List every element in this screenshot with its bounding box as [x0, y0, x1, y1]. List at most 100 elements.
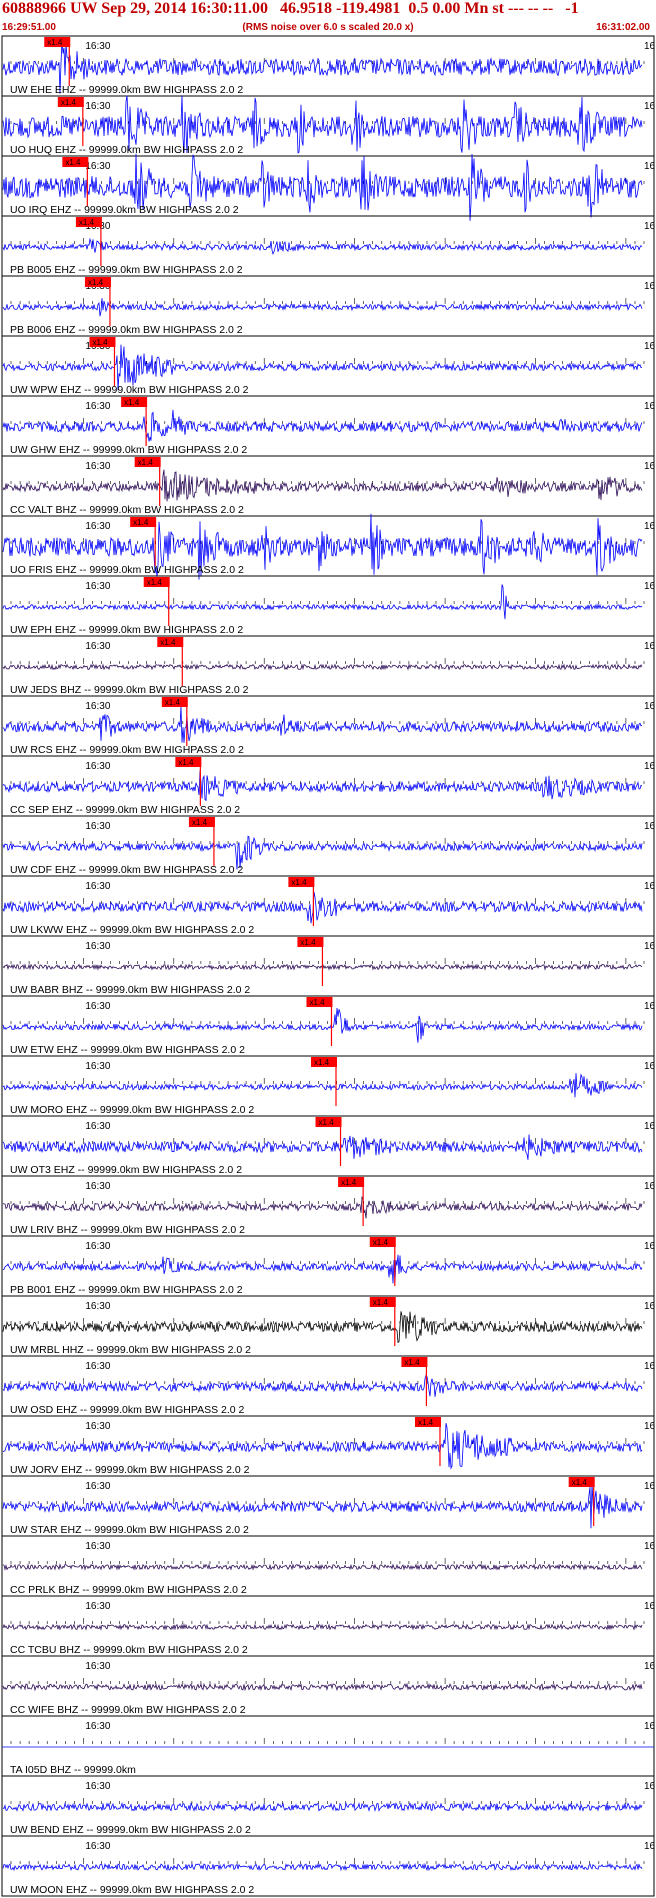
station-label: PB B006 EHZ -- 99999.0km BW HIGHPASS 2.0… — [10, 324, 243, 336]
minute-tick-label: 16:30 — [85, 1361, 110, 1372]
minute-tick-label: 16:30 — [85, 581, 110, 592]
time-ticks — [1, 1858, 645, 1864]
minute-tick-label: 16:30 — [85, 1121, 110, 1132]
pick-label: x1.4 — [341, 1178, 357, 1187]
time-ticks — [1, 598, 645, 604]
station-label: UW OSD EHZ -- 99999.0km BW HIGHPASS 2.0 … — [10, 1404, 245, 1416]
station-label: UW EPH EHZ -- 99999.0km BW HIGHPASS 2.0 … — [10, 624, 243, 636]
station-label: UW MRBL HHZ -- 99999.0km BW HIGHPASS 2.0… — [10, 1344, 251, 1356]
minute-tick-label: 16:30 — [85, 1061, 110, 1072]
pick-box — [44, 37, 71, 47]
station-label: UW OT3 EHZ -- 99999.0km BW HIGHPASS 2.0 … — [10, 1164, 242, 1176]
station-label: UW BABR BHZ -- 99999.0km BW HIGHPASS 2.0… — [10, 984, 250, 996]
time-ticks — [1, 898, 645, 904]
pick-box — [315, 1117, 342, 1127]
waveform — [2, 835, 643, 870]
station-label: UW LRIV BHZ -- 99999.0km BW HIGHPASS 2.0… — [10, 1224, 245, 1236]
right-edge-label: 16 — [644, 1241, 656, 1252]
station-label: UW JEDS BHZ -- 99999.0km BW HIGHPASS 2.0… — [10, 684, 249, 696]
pick-box — [134, 457, 161, 467]
right-edge-label: 16 — [644, 581, 656, 592]
waveform — [2, 1007, 643, 1043]
start-time: 16:29:51.00 — [2, 22, 56, 33]
pick-box — [188, 817, 215, 827]
station-label: UW MOON EHZ -- 99999.0km BW HIGHPASS 2.0… — [10, 1884, 254, 1896]
waveform — [2, 1862, 643, 1872]
time-ticks — [1, 58, 645, 64]
minute-tick-label: 16:30 — [85, 1241, 110, 1252]
pick-box — [311, 1057, 337, 1067]
pick-label: x1.4 — [138, 458, 154, 467]
station-label: UW WPW EHZ -- 99999.0km BW HIGHPASS 2.0 … — [10, 384, 249, 396]
time-ticks — [1, 1618, 645, 1624]
pick-label: x1.4 — [572, 1478, 588, 1487]
waveform — [2, 1801, 643, 1812]
right-edge-label: 16 — [644, 1061, 656, 1072]
minute-tick-label: 16:30 — [85, 161, 110, 172]
pick-label: x1.4 — [65, 158, 81, 167]
time-ticks — [1, 718, 645, 724]
station-label: CC VALT BHZ -- 99999.0km BW HIGHPASS 2.0… — [10, 504, 244, 516]
waveform — [2, 1195, 643, 1219]
minute-tick-label: 16:30 — [85, 101, 110, 112]
station-label: UO FRIS EHZ -- 99999.0km BW HIGHPASS 2.0… — [10, 564, 244, 576]
right-edge-label: 16 — [644, 1601, 656, 1612]
station-label: UW STAR EHZ -- 99999.0km BW HIGHPASS 2.0… — [10, 1524, 249, 1536]
minute-tick-label: 16:30 — [85, 1541, 110, 1552]
right-edge-label: 16 — [644, 101, 656, 112]
waveform — [2, 1563, 643, 1571]
time-ticks — [1, 778, 645, 784]
pick-label: x1.4 — [300, 938, 316, 947]
right-edge-label: 16 — [644, 881, 656, 892]
right-edge-label: 16 — [644, 1781, 656, 1792]
time-ticks — [1, 1138, 645, 1144]
pick-box — [161, 697, 188, 707]
pick-label: x1.4 — [192, 818, 208, 827]
pick-label: x1.4 — [61, 98, 77, 107]
pick-box — [568, 1477, 595, 1487]
station-label: UW JORV EHZ -- 99999.0km BW HIGHPASS 2.0… — [10, 1464, 250, 1476]
pick-box — [143, 577, 170, 587]
waveform — [2, 1623, 643, 1631]
pick-box — [297, 937, 324, 947]
right-edge-label: 16 — [644, 1541, 656, 1552]
right-edge-label: 16 — [644, 281, 656, 292]
pick-label: x1.4 — [92, 338, 108, 347]
pick-label: x1.4 — [373, 1238, 389, 1247]
station-label: UW BEND EHZ -- 99999.0km BW HIGHPASS 2.0… — [10, 1824, 251, 1836]
time-ticks — [1, 1678, 645, 1684]
end-time: 16:31:02.00 — [596, 22, 650, 33]
station-label: UW MORO EHZ -- 99999.0km BW HIGHPASS 2.0… — [10, 1104, 254, 1116]
time-ticks — [1, 1258, 645, 1264]
right-edge-label: 16 — [644, 641, 656, 652]
minute-tick-label: 16:30 — [85, 461, 110, 472]
waveform — [2, 1134, 643, 1160]
pick-label: x1.4 — [319, 1118, 335, 1127]
minute-tick-label: 16:30 — [85, 1301, 110, 1312]
pick-label: x1.4 — [165, 698, 181, 707]
minute-tick-label: 16:30 — [85, 521, 110, 532]
station-label: TA I05D BHZ -- 99999.0km — [10, 1764, 136, 1776]
station-label: UW RCS EHZ -- 99999.0km BW HIGHPASS 2.0 … — [10, 744, 244, 756]
right-edge-label: 16 — [644, 821, 656, 832]
right-edge-label: 16 — [644, 1001, 656, 1012]
right-edge-label: 16 — [644, 1661, 656, 1672]
minute-tick-label: 16:30 — [85, 1421, 110, 1432]
waveform — [2, 409, 643, 442]
waveform — [2, 1374, 643, 1397]
pick-label: x1.4 — [373, 1298, 389, 1307]
time-ticks — [1, 1018, 645, 1024]
waveform — [2, 153, 643, 221]
station-label: UO IRQ EHZ -- 99999.0km BW HIGHPASS 2.0 … — [10, 204, 239, 216]
pick-label: x1.4 — [314, 1058, 330, 1067]
pick-label: x1.4 — [309, 998, 325, 1007]
right-edge-label: 16 — [644, 221, 656, 232]
right-edge-label: 16 — [644, 1301, 656, 1312]
station-label: UW CDF EHZ -- 99999.0km BW HIGHPASS 2.0 … — [10, 864, 243, 876]
waveform — [2, 469, 643, 502]
minute-tick-label: 16:30 — [85, 1481, 110, 1492]
right-edge-label: 16 — [644, 341, 656, 352]
pick-label: x1.4 — [404, 1358, 420, 1367]
time-ticks — [1, 1078, 645, 1084]
time-ticks — [1, 298, 645, 304]
